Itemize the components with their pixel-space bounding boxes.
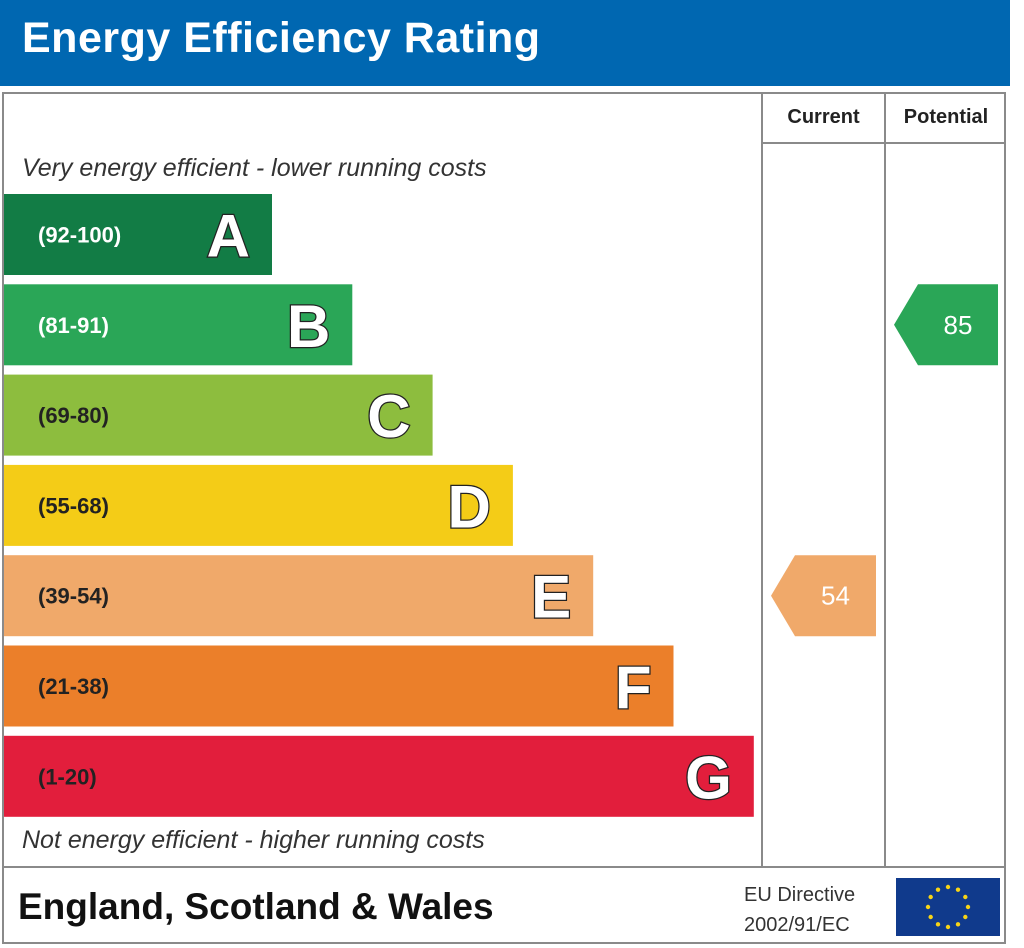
flag-star: [935, 887, 941, 892]
potential-rating-arrow-shape: [894, 284, 998, 366]
flag-star: [963, 914, 968, 920]
eu-flag-icon: [896, 878, 1000, 936]
footer-divider: [2, 866, 1006, 868]
title-bar: Energy Efficiency Rating: [0, 0, 1010, 86]
flag-star: [955, 887, 961, 892]
potential-column-header: Potential: [903, 106, 989, 128]
flag-star: [945, 884, 951, 890]
efficient-note: Very energy efficient - lower running co…: [22, 154, 487, 182]
eu-directive-line2: 2002/91/EC: [744, 914, 850, 936]
flag-star: [965, 904, 971, 910]
potential-column-divider: [884, 92, 886, 868]
band-range-label: (92-100): [38, 223, 121, 248]
band-range-label: (81-91): [38, 313, 109, 338]
band-b: (81-91) B: [4, 284, 353, 366]
flag-star: [928, 894, 933, 900]
header-divider: [762, 142, 1006, 144]
band-e: (39-54) E: [4, 555, 594, 637]
eu-directive: EU Directive 2002/91/EC: [744, 880, 855, 940]
current-rating-arrow-shape: [771, 555, 876, 637]
band-letter: B: [287, 293, 330, 360]
eu-directive-line1: EU Directive: [744, 884, 856, 906]
band-range-label: (55-68): [38, 493, 109, 518]
potential-rating-arrow: 85: [894, 284, 998, 366]
flag-star: [945, 924, 951, 930]
band-a: (92-100) A: [4, 194, 272, 275]
current-rating-arrow-value: 54: [821, 581, 850, 611]
potential-rating-arrow-value: 85: [944, 310, 973, 340]
rating-frame: [2, 92, 1006, 944]
inefficient-note: Not energy efficient - higher running co…: [22, 826, 485, 854]
flag-star: [963, 894, 968, 900]
band-letter: A: [207, 203, 250, 270]
band-letter: E: [531, 564, 571, 631]
band-f: (21-38) F: [4, 645, 674, 727]
page-title: Energy Efficiency Rating: [22, 14, 541, 62]
flag-star: [955, 922, 961, 927]
band-bar-e: [4, 555, 594, 637]
region-label: England, Scotland & Wales: [18, 886, 494, 927]
band-bar-g: [4, 735, 754, 817]
band-bar-f: [4, 645, 674, 727]
band-c: (69-80) C: [4, 374, 433, 456]
flag-star: [925, 904, 931, 910]
band-bar-d: [4, 464, 513, 546]
flag-star: [935, 922, 941, 927]
flag-star: [928, 914, 933, 920]
band-g: (1-20) G: [4, 735, 754, 817]
band-letter: F: [615, 654, 652, 721]
band-range-label: (69-80): [38, 403, 109, 428]
band-letter: C: [367, 383, 410, 450]
current-rating-arrow: 54: [771, 555, 876, 637]
current-column-divider: [761, 92, 763, 868]
current-column-header: Current: [787, 106, 860, 128]
band-range-label: (39-54): [38, 584, 109, 609]
band-range-label: (1-20): [38, 764, 97, 789]
band-d: (55-68) D: [4, 464, 513, 546]
band-letter: G: [685, 744, 732, 811]
band-bar-b: [4, 284, 353, 366]
band-bar-c: [4, 374, 433, 456]
band-letter: D: [448, 473, 491, 540]
band-bar-a: [4, 194, 272, 275]
band-range-label: (21-38): [38, 674, 109, 699]
